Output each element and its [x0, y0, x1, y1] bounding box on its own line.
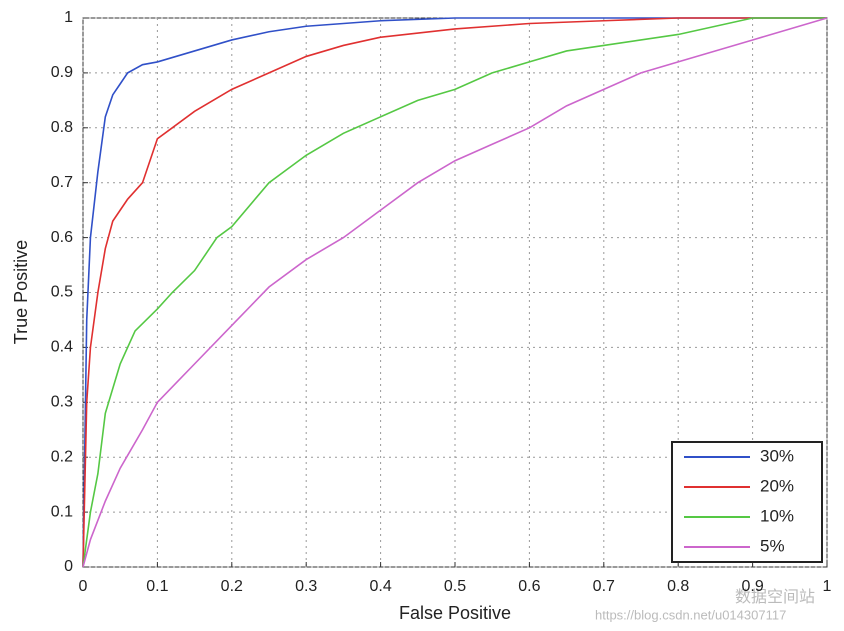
x-tick-label: 0.2	[221, 578, 243, 595]
x-tick-label: 0.7	[593, 578, 615, 595]
y-axis-label: True Positive	[11, 240, 31, 344]
y-tick-label: 0.2	[51, 448, 73, 465]
roc-curve	[82, 17, 827, 568]
x-tick-label: 0.5	[444, 578, 466, 595]
y-tick-label: 1	[64, 9, 73, 26]
x-tick-label: 0.9	[741, 578, 763, 595]
x-tick-label: 0.6	[518, 578, 540, 595]
roc-curve	[82, 17, 827, 568]
y-tick-label: 0	[64, 558, 73, 575]
watermark: https://blog.csdn.net/u014307117	[595, 607, 786, 622]
y-tick-label: 0.9	[51, 64, 73, 81]
legend-label: 10%	[760, 506, 794, 525]
legend-box	[671, 441, 823, 563]
y-tick-label: 0.3	[51, 394, 73, 411]
roc-curve	[82, 17, 828, 568]
legend-label: 30%	[760, 446, 794, 465]
y-tick-label: 0.6	[51, 229, 73, 246]
y-tick-label: 0.8	[51, 119, 73, 136]
watermark: 数据空间站	[735, 588, 815, 606]
y-tick-label: 0.4	[51, 339, 73, 356]
x-tick-label: 1	[823, 578, 832, 595]
y-tick-label: 0.1	[51, 503, 73, 520]
x-tick-label: 0	[79, 578, 88, 595]
y-tick-label: 0.5	[51, 284, 73, 301]
legend-label: 5%	[760, 536, 785, 555]
roc-curve	[82, 17, 827, 568]
legend-label: 20%	[760, 476, 794, 495]
x-axis-label: False Positive	[399, 603, 511, 623]
y-tick-label: 0.7	[51, 174, 73, 191]
x-tick-label: 0.8	[667, 578, 689, 595]
x-tick-label: 0.3	[295, 578, 317, 595]
x-tick-label: 0.1	[146, 578, 168, 595]
x-tick-label: 0.4	[369, 578, 391, 595]
